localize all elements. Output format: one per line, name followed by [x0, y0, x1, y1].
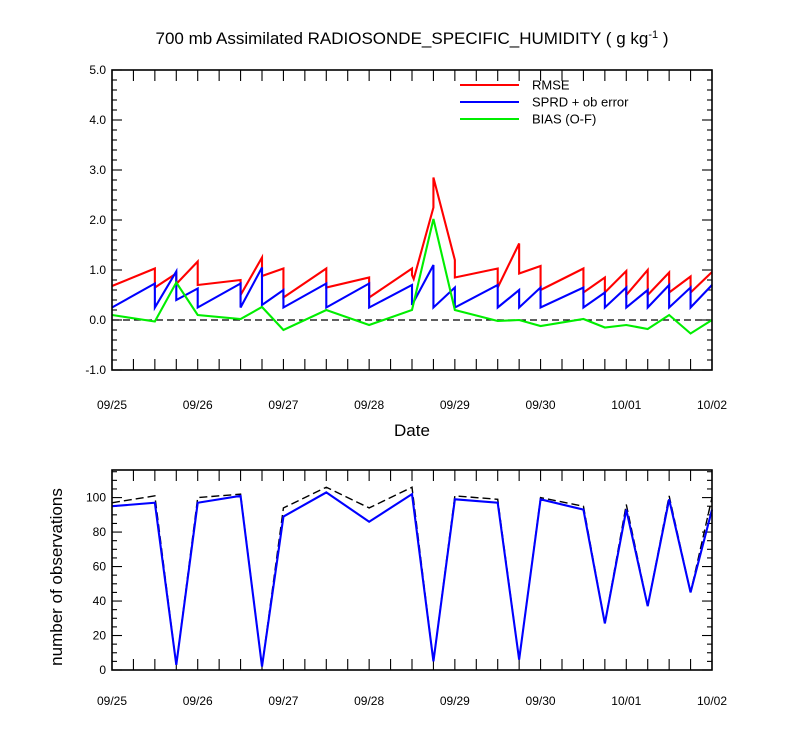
x-tick-label: 10/01 — [611, 398, 641, 412]
series-line-assimilated-observations — [111, 491, 714, 667]
top-x-tick-labels: 09/25 09/26 09/27 09/28 09/29 09/30 10/01 10/02 — [97, 398, 727, 412]
bottom-tick-marks — [111, 470, 713, 671]
x-tick-label: 09/27 — [268, 694, 298, 708]
bottom-series-group — [111, 486, 714, 667]
series-line-bias-o-f — [111, 218, 713, 335]
y-tick-label: 2.0 — [89, 213, 106, 227]
x-tick-label: 09/25 — [97, 694, 127, 708]
top-plot-frame — [111, 69, 713, 371]
series-line-rmse — [111, 177, 713, 300]
bottom-x-tick-labels: 09/25 09/26 09/27 09/28 09/29 09/30 10/01 10/02 — [97, 694, 727, 708]
x-tick-label: 09/30 — [526, 398, 556, 412]
legend: RMSE SPRD + ob error BIAS (O-F) — [460, 78, 629, 127]
bottom-y-tick-labels: 0 20 40 60 80 100 — [86, 491, 106, 677]
chart-title: 700 mb Assimilated RADIOSONDE_SPECIFIC_H… — [156, 29, 669, 48]
x-tick-label: 10/01 — [611, 694, 641, 708]
y-tick-label: 100 — [86, 491, 106, 505]
y-tick-label: 40 — [93, 594, 107, 608]
legend-label: RMSE — [532, 78, 570, 93]
y-tick-label: 20 — [93, 629, 107, 643]
y-tick-label: 60 — [93, 560, 107, 574]
legend-label: BIAS (O-F) — [532, 112, 596, 127]
y-tick-label: 3.0 — [89, 163, 106, 177]
x-tick-label: 09/29 — [440, 398, 470, 412]
x-axis-title: Date — [394, 421, 430, 440]
x-tick-label: 10/02 — [697, 398, 727, 412]
y-axis-title-observations: number of observations — [47, 488, 66, 666]
series-line-sprd-ob-error — [111, 264, 713, 312]
x-tick-label: 09/28 — [354, 694, 384, 708]
top-y-tick-labels: -1.0 0.0 1.0 2.0 3.0 4.0 5.0 — [85, 63, 106, 377]
x-tick-label: 09/25 — [97, 398, 127, 412]
series-line-possible-observations — [111, 486, 713, 667]
x-tick-label: 09/30 — [526, 694, 556, 708]
x-tick-label: 09/28 — [354, 398, 384, 412]
top-series-group — [111, 177, 713, 335]
x-tick-label: 09/26 — [183, 398, 213, 412]
y-tick-label: 0.0 — [89, 313, 106, 327]
x-tick-label: 09/26 — [183, 694, 213, 708]
y-tick-label: -1.0 — [85, 363, 106, 377]
y-tick-label: 80 — [93, 525, 107, 539]
x-tick-label: 10/02 — [697, 694, 727, 708]
legend-label: SPRD + ob error — [532, 95, 629, 110]
y-tick-label: 4.0 — [89, 113, 106, 127]
x-tick-label: 09/29 — [440, 694, 470, 708]
y-tick-label: 0 — [99, 663, 106, 677]
y-tick-label: 1.0 — [89, 263, 106, 277]
x-tick-label: 09/27 — [268, 398, 298, 412]
top-chart-panel: -1.00.01.02.03.04.05.0 09/25 09/26 09/27 09… — [85, 63, 727, 440]
bottom-plot-frame — [111, 469, 713, 671]
y-tick-label: 5.0 — [89, 63, 106, 77]
